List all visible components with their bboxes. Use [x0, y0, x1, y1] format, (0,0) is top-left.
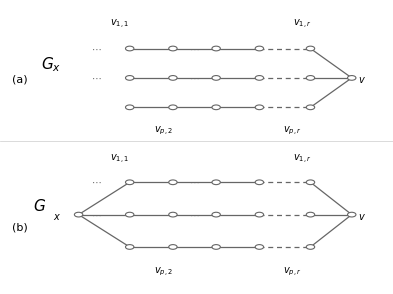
Text: $v_{1,1}$: $v_{1,1}$	[110, 153, 129, 166]
Text: $\cdots$: $\cdots$	[91, 177, 102, 187]
Ellipse shape	[169, 46, 177, 51]
Ellipse shape	[306, 105, 315, 110]
Text: $v_{p,r}$: $v_{p,r}$	[283, 266, 302, 278]
Ellipse shape	[212, 212, 220, 217]
Text: $G_x$: $G_x$	[41, 55, 61, 74]
Ellipse shape	[306, 245, 315, 249]
Text: $G$: $G$	[33, 198, 46, 214]
Text: $\cdots$: $\cdots$	[91, 210, 102, 220]
Ellipse shape	[347, 212, 356, 217]
Text: $\cdots$: $\cdots$	[91, 73, 102, 83]
Text: $v_{1,r}$: $v_{1,r}$	[293, 18, 312, 31]
Ellipse shape	[212, 180, 220, 185]
Ellipse shape	[255, 212, 264, 217]
Text: $v_{p,2}$: $v_{p,2}$	[154, 266, 173, 278]
Ellipse shape	[255, 46, 264, 51]
Ellipse shape	[347, 76, 356, 80]
Ellipse shape	[212, 76, 220, 80]
Ellipse shape	[74, 212, 83, 217]
Text: $\cdots$: $\cdots$	[189, 73, 200, 83]
Ellipse shape	[255, 76, 264, 80]
Text: (a): (a)	[12, 74, 28, 84]
Ellipse shape	[212, 46, 220, 51]
Ellipse shape	[125, 46, 134, 51]
Ellipse shape	[212, 245, 220, 249]
Ellipse shape	[306, 46, 315, 51]
Ellipse shape	[212, 105, 220, 110]
Ellipse shape	[169, 76, 177, 80]
Text: $v_{p,2}$: $v_{p,2}$	[154, 125, 173, 137]
Ellipse shape	[125, 105, 134, 110]
Text: $x$: $x$	[53, 212, 61, 222]
Ellipse shape	[169, 212, 177, 217]
Text: (b): (b)	[12, 223, 28, 233]
Ellipse shape	[125, 212, 134, 217]
Ellipse shape	[125, 245, 134, 249]
Ellipse shape	[125, 180, 134, 185]
Text: $\cdots$: $\cdots$	[189, 44, 200, 54]
Ellipse shape	[169, 180, 177, 185]
Ellipse shape	[255, 105, 264, 110]
Ellipse shape	[306, 180, 315, 185]
Text: $v_{p,r}$: $v_{p,r}$	[283, 125, 302, 137]
Ellipse shape	[169, 245, 177, 249]
Ellipse shape	[125, 76, 134, 80]
Ellipse shape	[306, 212, 315, 217]
Ellipse shape	[306, 76, 315, 80]
Text: $\cdots$: $\cdots$	[189, 177, 200, 187]
Text: $v$: $v$	[358, 212, 365, 222]
Ellipse shape	[255, 245, 264, 249]
Text: $v_{1,r}$: $v_{1,r}$	[293, 153, 312, 166]
Text: $\cdots$: $\cdots$	[189, 210, 200, 220]
Ellipse shape	[169, 105, 177, 110]
Text: $v_{1,1}$: $v_{1,1}$	[110, 18, 129, 31]
Text: $v$: $v$	[358, 75, 365, 85]
Ellipse shape	[255, 180, 264, 185]
Text: $\cdots$: $\cdots$	[91, 44, 102, 54]
